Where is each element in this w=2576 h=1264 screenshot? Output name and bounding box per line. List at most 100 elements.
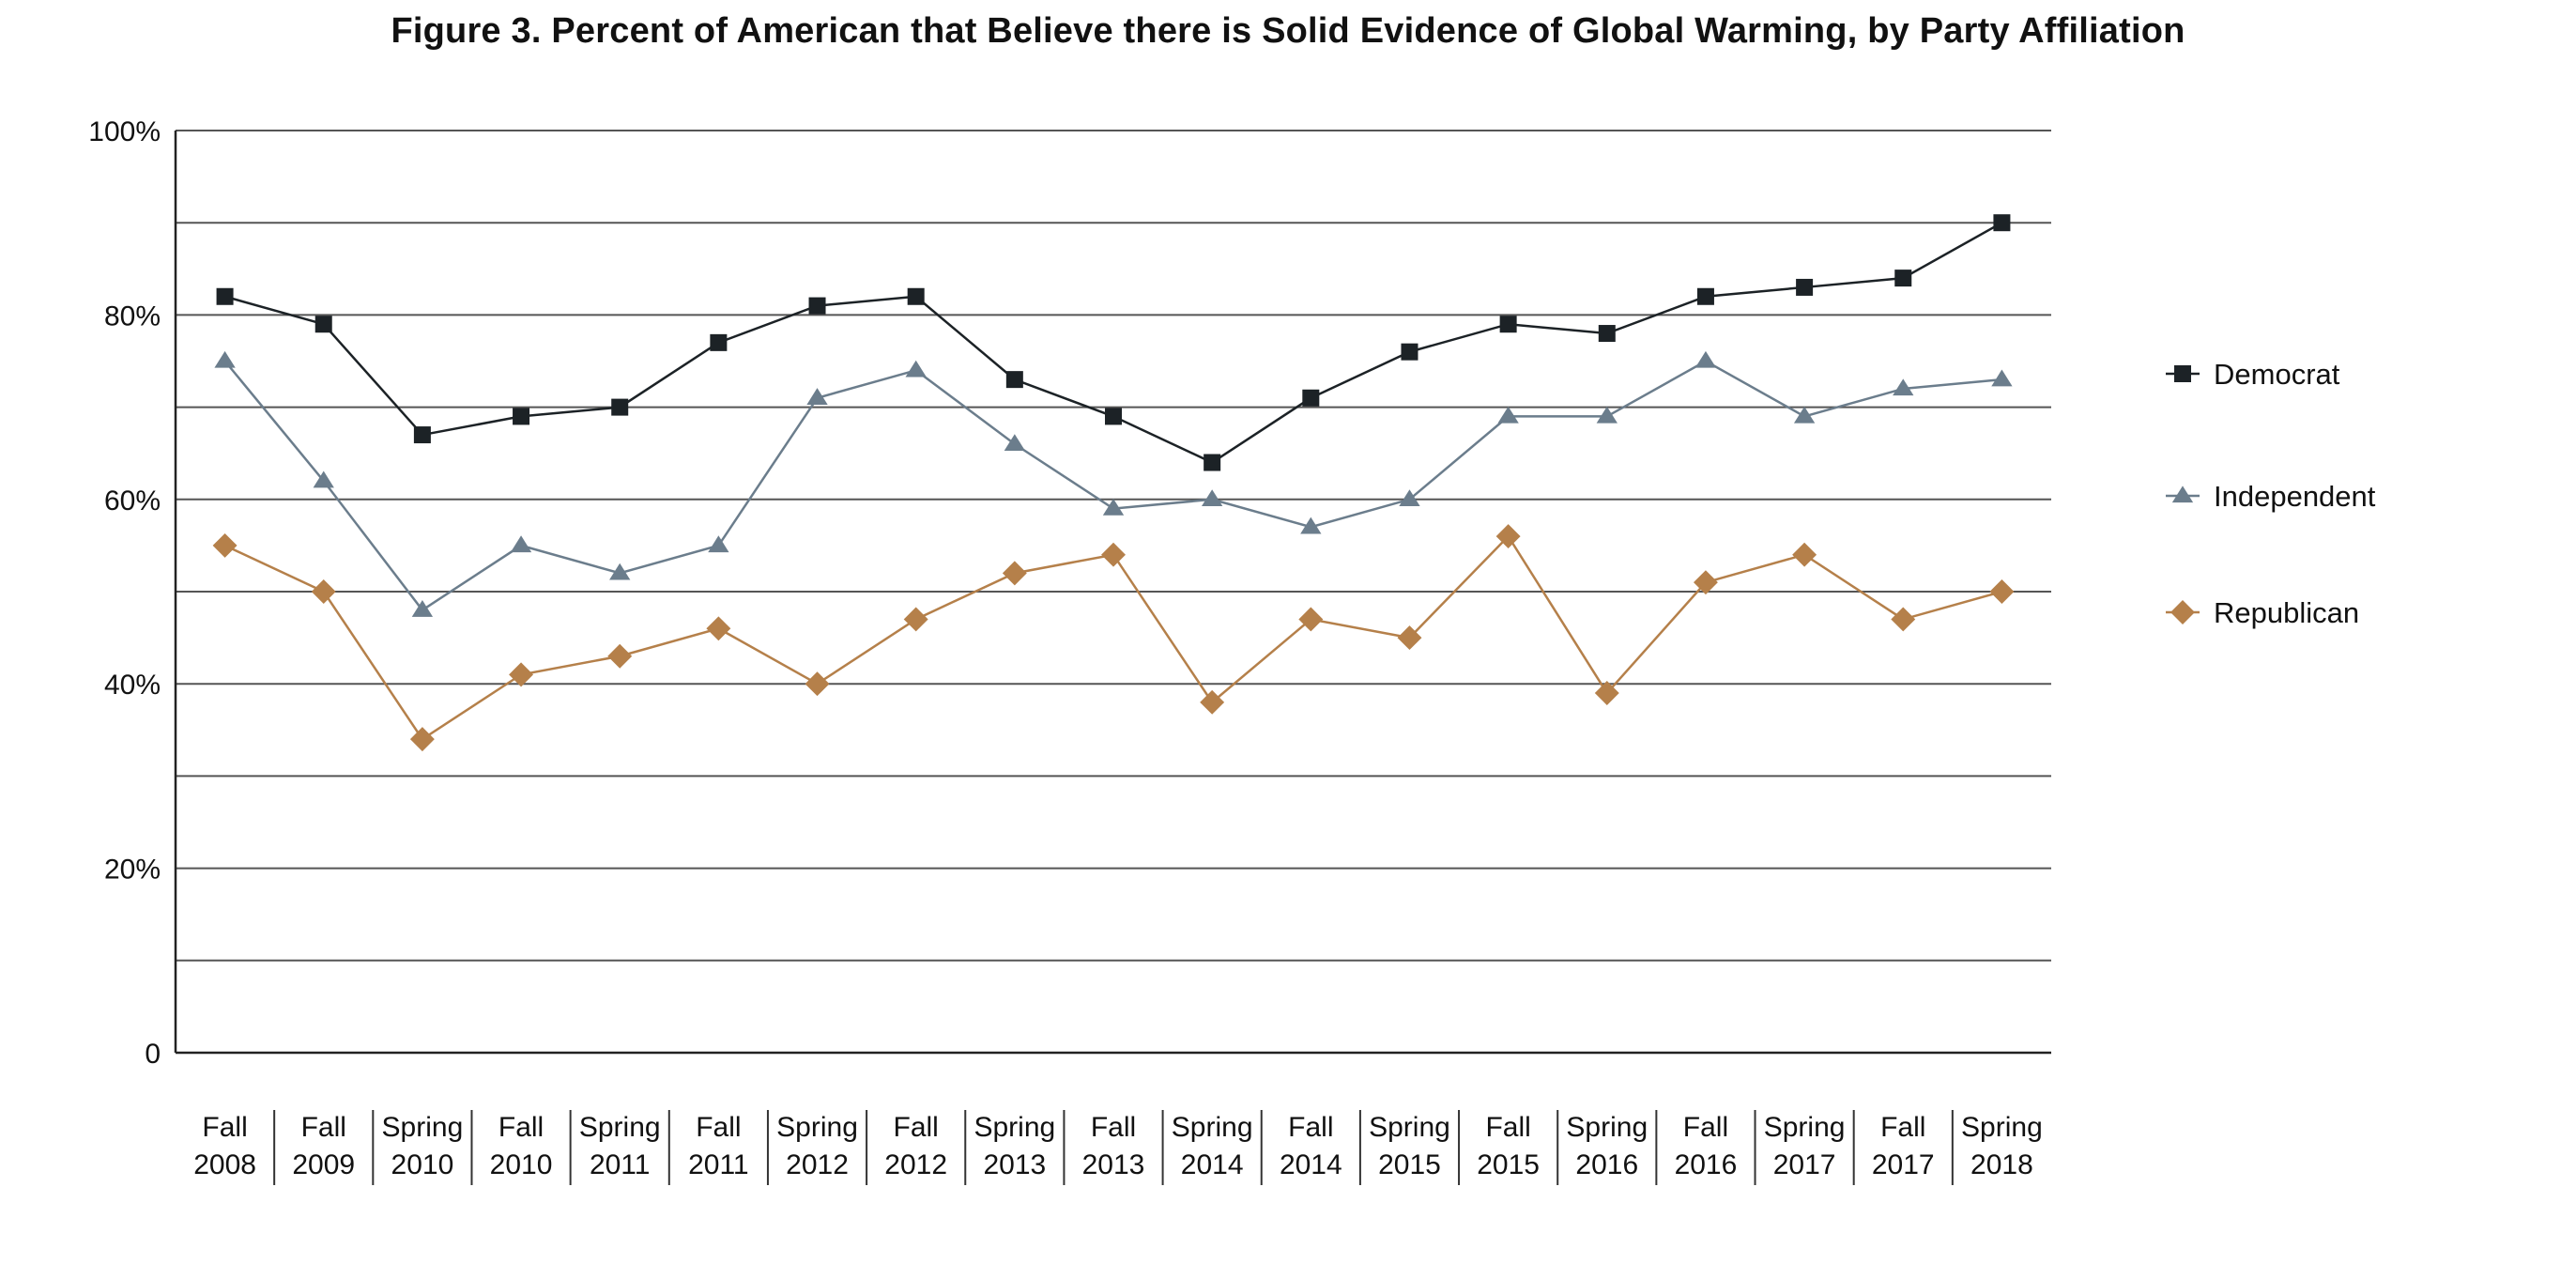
data-point-republican <box>212 532 238 558</box>
data-point-democrat <box>710 333 728 351</box>
x-tick-label: Fall <box>696 1112 741 1143</box>
legend-label-independent: Independent <box>2214 480 2376 513</box>
x-tick-label: 2008 <box>193 1149 256 1180</box>
data-point-democrat <box>1696 287 1714 305</box>
x-tick-label: Fall <box>1091 1112 1136 1143</box>
data-point-independent <box>806 388 828 405</box>
x-tick-label: Spring <box>1369 1112 1450 1143</box>
data-point-republican <box>1693 570 1718 595</box>
x-tick-label: Fall <box>202 1112 247 1143</box>
y-tick-label: 80% <box>104 301 161 331</box>
series-democrat <box>216 214 2011 471</box>
x-tick-label: Spring <box>1566 1112 1648 1143</box>
data-point-democrat <box>1005 371 1023 389</box>
data-point-democrat <box>314 316 332 333</box>
data-point-republican <box>1200 689 1225 715</box>
data-point-democrat <box>1796 278 1814 296</box>
x-tick-label: Spring <box>1172 1112 1253 1143</box>
x-tick-label: 2016 <box>1575 1149 1638 1180</box>
x-tick-label: Spring <box>1961 1112 2043 1143</box>
x-tick-label: 2015 <box>1378 1149 1441 1180</box>
y-axis-ticks: 0 20% 40% 60% 80% 100% <box>88 116 161 1070</box>
data-point-democrat <box>1105 408 1122 425</box>
x-tick-label: Spring <box>1764 1112 1846 1143</box>
x-tick-label: 2010 <box>391 1149 454 1180</box>
data-point-democrat <box>216 287 234 305</box>
data-point-republican <box>1891 607 1916 632</box>
data-point-independent <box>1793 406 1816 424</box>
legend-marker-independent <box>2171 486 2194 503</box>
x-tick-label: 2014 <box>1280 1149 1342 1180</box>
x-tick-label: Fall <box>1683 1112 1728 1143</box>
x-tick-label: 2016 <box>1675 1149 1738 1180</box>
data-point-independent <box>1694 350 1717 368</box>
x-tick-label: 2011 <box>590 1149 651 1180</box>
data-point-independent <box>1497 406 1519 424</box>
y-tick-label: 20% <box>104 855 161 886</box>
series-republican <box>212 524 2015 752</box>
chart-title: Figure 3. Percent of American that Belie… <box>391 11 2185 51</box>
data-point-independent <box>1399 489 1420 506</box>
data-point-republican <box>409 727 435 752</box>
x-tick-label: Spring <box>579 1112 661 1143</box>
data-point-independent <box>1300 516 1322 534</box>
x-tick-label: 2013 <box>983 1149 1046 1180</box>
data-point-republican <box>607 643 633 669</box>
x-tick-label: 2013 <box>1082 1149 1145 1180</box>
x-axis-ticks: Fall 2008 Fall 2009 Spring 2010 Fall 2010 Spring… <box>193 1110 2043 1185</box>
data-point-democrat <box>1993 214 2011 232</box>
x-tick-label: 2018 <box>1970 1149 2033 1180</box>
series-independent <box>214 350 2013 617</box>
x-tick-label: Fall <box>301 1112 346 1143</box>
data-point-republican <box>1495 524 1521 549</box>
data-point-republican <box>903 607 928 632</box>
data-point-republican <box>1002 561 1027 586</box>
series-line-democrat <box>224 222 2003 464</box>
legend-label-republican: Republican <box>2214 596 2359 629</box>
y-tick-label: 100% <box>88 116 161 147</box>
x-tick-label: 2017 <box>1872 1149 1935 1180</box>
data-point-republican <box>1101 542 1126 567</box>
data-point-independent <box>1991 369 2013 387</box>
x-tick-label: 2017 <box>1773 1149 1836 1180</box>
data-point-independent <box>1102 499 1125 516</box>
x-tick-label: 2010 <box>490 1149 553 1180</box>
axes <box>174 131 2051 1055</box>
x-tick-label: Spring <box>974 1112 1055 1143</box>
legend-item-independent: Independent <box>2166 480 2376 513</box>
series-line-independent <box>223 360 2002 612</box>
data-point-republican <box>706 616 731 641</box>
data-point-independent <box>1893 378 1914 396</box>
data-point-independent <box>905 360 927 378</box>
x-tick-label: Fall <box>1288 1112 1333 1143</box>
data-point-independent <box>1201 489 1223 506</box>
data-point-independent <box>609 563 631 580</box>
data-point-democrat <box>907 287 925 305</box>
data-point-republican <box>1298 607 1324 632</box>
data-point-republican <box>1989 579 2015 604</box>
x-tick-label: 2014 <box>1181 1149 1244 1180</box>
data-point-democrat <box>1598 325 1616 343</box>
data-point-independent <box>1004 434 1026 452</box>
data-point-democrat <box>1894 270 1912 287</box>
data-point-independent <box>708 535 729 553</box>
x-tick-label: Fall <box>498 1112 544 1143</box>
legend-item-republican: Republican <box>2166 596 2359 629</box>
data-point-democrat <box>611 398 629 416</box>
x-tick-label: Spring <box>382 1112 464 1143</box>
data-point-republican <box>509 662 534 687</box>
legend-label-democrat: Democrat <box>2214 358 2340 391</box>
data-point-democrat <box>1204 454 1221 471</box>
data-point-republican <box>311 579 336 604</box>
data-point-democrat <box>1401 343 1418 361</box>
x-tick-label: 2012 <box>786 1149 849 1180</box>
data-point-democrat <box>513 408 530 425</box>
x-tick-label: Fall <box>1485 1112 1530 1143</box>
data-point-democrat <box>808 297 826 315</box>
x-tick-label: Fall <box>1880 1112 1925 1143</box>
data-point-independent <box>510 535 532 553</box>
x-tick-label: 2012 <box>884 1149 947 1180</box>
data-point-independent <box>313 470 334 488</box>
data-point-democrat <box>1302 389 1320 407</box>
